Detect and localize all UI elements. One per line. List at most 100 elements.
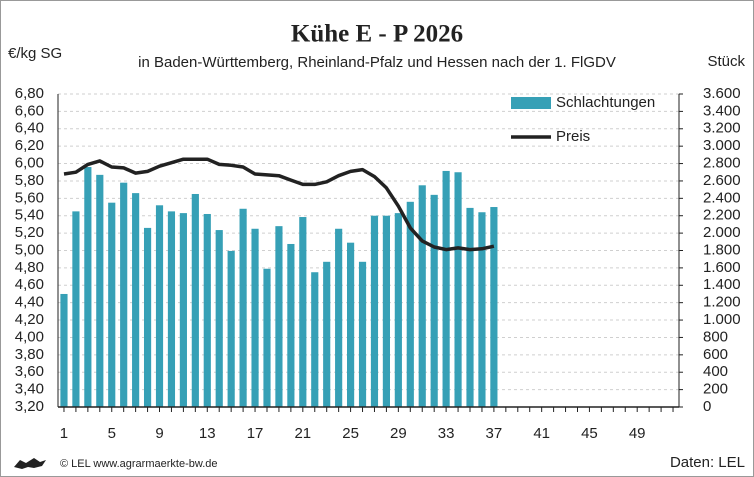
legend-label: Schlachtungen <box>556 94 655 111</box>
y-tick-label: 5,60 <box>15 189 44 206</box>
line <box>63 157 495 252</box>
chart-title: Kühe E - P 2026 <box>291 21 463 48</box>
bar <box>490 207 498 407</box>
bar <box>442 170 450 407</box>
bar <box>263 268 271 407</box>
bar <box>418 185 426 407</box>
y2-tick-label: 1.000 <box>703 311 741 328</box>
y-tick-label: 5,00 <box>15 241 44 258</box>
bar <box>382 215 390 407</box>
bar <box>287 243 295 407</box>
bar <box>215 230 223 407</box>
bar <box>72 211 80 407</box>
y2-tick-label: 0 <box>703 398 711 415</box>
y2-tick-label: 1.800 <box>703 241 741 258</box>
y-tick-label: 3,20 <box>15 398 44 415</box>
y-tick-label: 3,40 <box>15 381 44 398</box>
y-tick-label: 6,40 <box>15 120 44 137</box>
source-right: Daten: LEL <box>670 454 745 471</box>
y-tick-label: 6,00 <box>15 155 44 172</box>
y2-axis-label: Stück <box>707 53 745 70</box>
legend-label: Preis <box>556 128 590 145</box>
y2-tick-label: 600 <box>703 346 728 363</box>
x-tick-label: 29 <box>390 425 407 442</box>
bar <box>370 215 379 407</box>
bar <box>155 205 164 407</box>
y2-tick-label: 1.400 <box>703 276 741 293</box>
y2-tick-label: 2.200 <box>703 207 741 224</box>
bar <box>454 172 462 407</box>
bar <box>251 228 259 407</box>
bar <box>60 293 68 407</box>
legend-swatch <box>511 97 551 109</box>
y-tick-label: 4,80 <box>15 259 44 276</box>
y2-tick-label: 2.600 <box>703 172 741 189</box>
y2-tick-label: 3.400 <box>703 102 741 119</box>
y-tick-label: 6,20 <box>15 137 44 154</box>
x-tick-label: 1 <box>60 425 68 442</box>
bar <box>299 217 307 407</box>
bar <box>132 193 140 407</box>
y2-tick-label: 1.200 <box>703 294 741 311</box>
y-tick-label: 5,80 <box>15 172 44 189</box>
bar <box>323 261 331 407</box>
y-tick-label: 4,00 <box>15 328 44 345</box>
bar <box>120 182 128 407</box>
subtitle: in Baden-Württemberg, Rheinland-Pfalz un… <box>138 54 616 71</box>
source-left: © LEL www.agrarmaerkte-bw.de <box>60 458 218 470</box>
x-tick-label: 9 <box>155 425 163 442</box>
x-tick-label: 41 <box>533 425 550 442</box>
bar <box>143 227 152 407</box>
bar <box>275 226 283 407</box>
bar <box>358 261 367 407</box>
y-tick-label: 3,80 <box>15 346 44 363</box>
y-tick-label: 5,40 <box>15 207 44 224</box>
x-tick-label: 13 <box>199 425 216 442</box>
y2-tick-label: 2.400 <box>703 189 741 206</box>
y-tick-label: 6,60 <box>15 102 44 119</box>
y2-tick-label: 3.200 <box>703 120 741 137</box>
y-axis-label: €/kg SG <box>8 45 62 62</box>
y2-tick-label: 2.000 <box>703 224 741 241</box>
logo <box>14 458 46 469</box>
bar <box>311 272 319 407</box>
bar <box>179 213 187 407</box>
x-tick-label: 21 <box>294 425 311 442</box>
bar <box>227 250 235 407</box>
bar <box>394 213 402 407</box>
x-tick-label: 37 <box>486 425 503 442</box>
y-tick-label: 6,80 <box>15 85 44 102</box>
y2-tick-label: 800 <box>703 328 728 345</box>
bar <box>203 213 211 407</box>
bar <box>108 202 116 407</box>
bar <box>406 201 414 407</box>
y-tick-label: 4,40 <box>15 294 44 311</box>
y2-tick-label: 3.000 <box>703 137 741 154</box>
bar <box>167 211 176 407</box>
x-tick-label: 17 <box>247 425 264 442</box>
bar <box>466 207 474 407</box>
y2-tick-label: 200 <box>703 381 728 398</box>
x-tick-label: 33 <box>438 425 455 442</box>
bar <box>347 242 355 407</box>
y-tick-label: 4,60 <box>15 276 44 293</box>
y-tick-label: 4,20 <box>15 311 44 328</box>
x-tick-label: 49 <box>629 425 646 442</box>
bar <box>430 194 438 407</box>
bar <box>191 193 199 407</box>
x-tick-label: 5 <box>108 425 116 442</box>
x-tick-label: 45 <box>581 425 598 442</box>
y-tick-label: 3,60 <box>15 363 44 380</box>
x-tick-label: 25 <box>342 425 359 442</box>
y2-tick-label: 3.600 <box>703 85 741 102</box>
bar <box>478 212 486 407</box>
y2-tick-label: 2.800 <box>703 155 741 172</box>
y-tick-label: 5,20 <box>15 224 44 241</box>
y2-tick-label: 400 <box>703 363 728 380</box>
bar <box>96 174 104 407</box>
bar <box>84 167 92 407</box>
bar <box>335 228 343 407</box>
y2-tick-label: 1.600 <box>703 259 741 276</box>
bar <box>239 208 247 407</box>
